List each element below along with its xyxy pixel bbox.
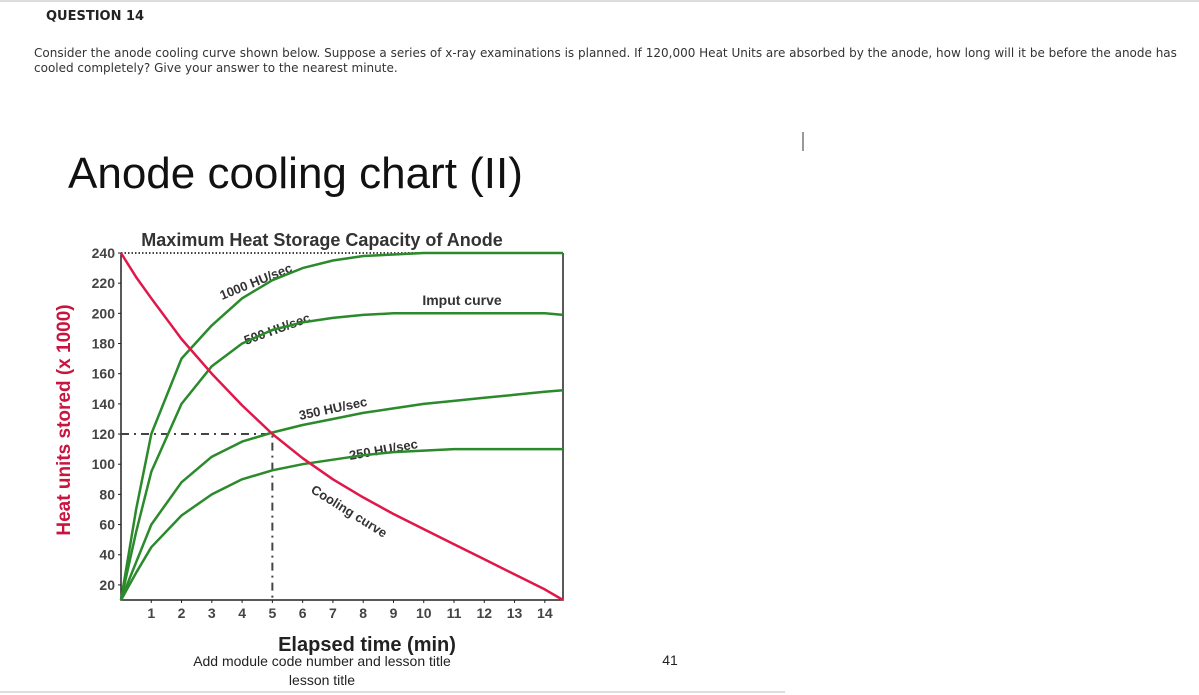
series-line <box>119 251 563 601</box>
x-tick-label: 10 <box>416 605 432 621</box>
question-number: QUESTION 14 <box>46 9 145 24</box>
x-tick-label: 8 <box>359 605 367 621</box>
series-label: 250 HU/sec <box>348 436 419 463</box>
series-line <box>119 312 564 601</box>
marker-guide <box>121 433 274 600</box>
top-rule <box>0 0 1199 2</box>
series-line <box>119 389 564 601</box>
x-tick-label: 5 <box>268 605 276 621</box>
x-tick-label: 12 <box>476 605 492 621</box>
series-line <box>119 252 564 602</box>
footer: Add module code number and lesson title <box>193 653 451 669</box>
series-label: 1000 HU/sec <box>218 260 295 303</box>
slide-title: Anode cooling chart (II) <box>68 149 523 198</box>
x-tick-label: 7 <box>329 605 337 621</box>
y-tick-label: 60 <box>99 517 115 533</box>
series-line <box>119 447 563 601</box>
y-axis-label: Heat units stored (x 1000) <box>54 304 75 535</box>
question-text: Consider the anode cooling curve shown b… <box>34 46 1177 75</box>
series-label: Cooling curve <box>308 482 389 541</box>
page-number: 41 <box>662 652 678 668</box>
capacity-label: Maximum Heat Storage Capacity of Anode <box>141 230 502 250</box>
input-label: Imput curve <box>422 292 502 308</box>
x-tick-label: 2 <box>178 605 186 621</box>
x-tick-label: 13 <box>507 605 523 621</box>
x-tick-label: 6 <box>299 605 307 621</box>
y-tick-label: 80 <box>99 486 115 502</box>
y-tick-label: 100 <box>92 456 116 472</box>
x-axis-label: Elapsed time (min) <box>278 634 456 656</box>
axes <box>120 253 564 601</box>
y-tick-label: 120 <box>92 426 116 442</box>
y-tick-label: 160 <box>92 366 116 382</box>
x-tick-label: 14 <box>537 605 553 621</box>
y-tick-label: 240 <box>92 245 116 261</box>
y-tick-label: 200 <box>92 305 116 321</box>
x-tick-label: 4 <box>238 605 246 621</box>
footer-2: lesson title <box>289 672 355 688</box>
y-tick-label: 40 <box>99 547 115 563</box>
x-tick-label: 11 <box>447 605 462 621</box>
y-tick-label: 20 <box>99 577 115 593</box>
x-tick-label: 3 <box>208 605 216 621</box>
y-tick-label: 140 <box>92 396 116 412</box>
y-tick-label: 220 <box>92 275 116 291</box>
x-tick-label: 1 <box>147 605 155 621</box>
y-tick-label: 180 <box>92 336 116 352</box>
x-tick-label: 9 <box>390 605 398 621</box>
